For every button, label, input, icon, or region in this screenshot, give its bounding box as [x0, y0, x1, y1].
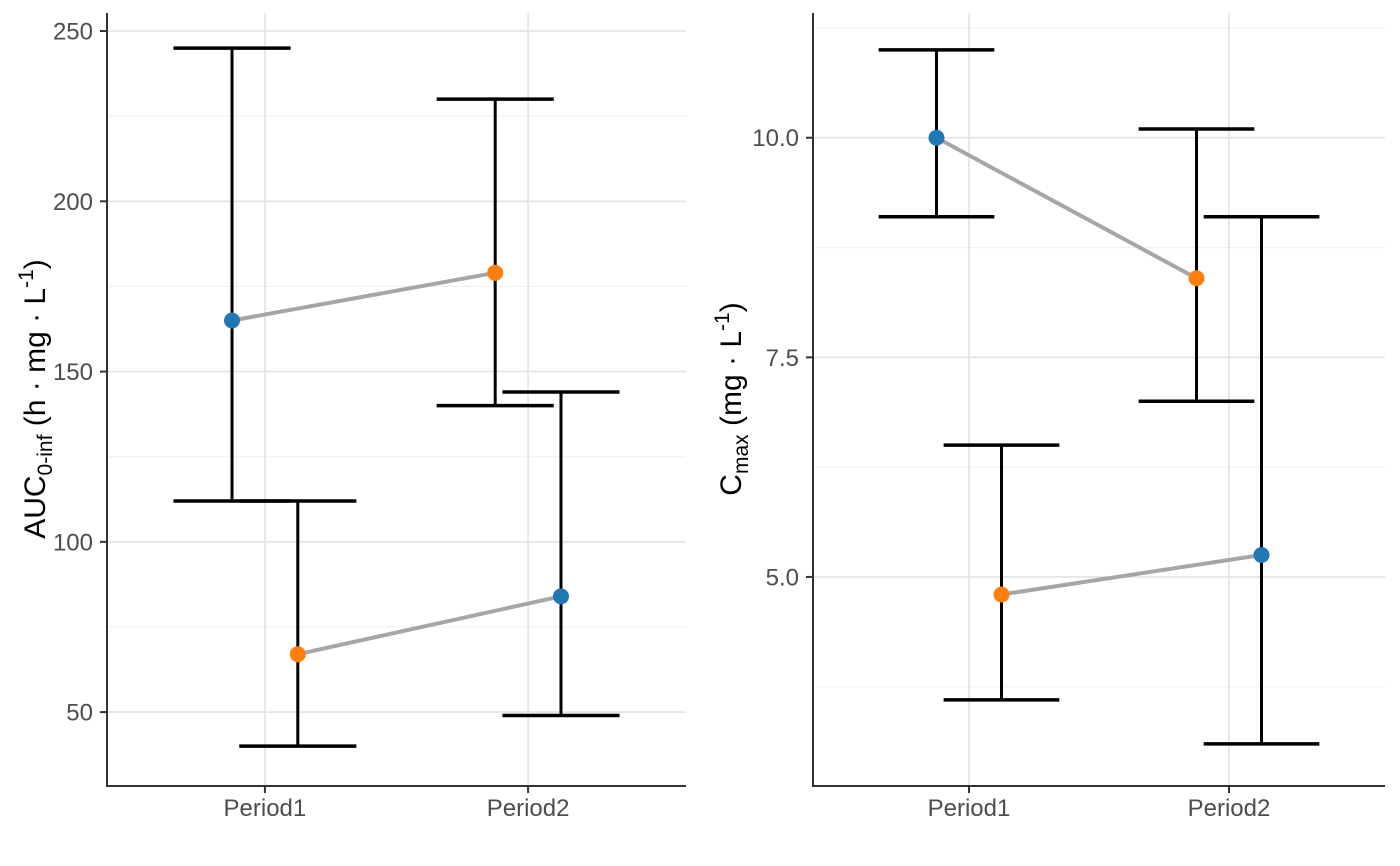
data-point-orange	[487, 264, 504, 281]
y-tick-label: 50	[66, 700, 93, 727]
y-tick-label: 5.0	[766, 564, 799, 591]
x-tick-label: Period1	[928, 795, 1011, 822]
x-tick-label: Period2	[487, 795, 570, 822]
y-tick-label: 200	[53, 189, 93, 216]
series-connector-line	[934, 135, 1199, 281]
y-tick-label: 150	[53, 359, 93, 386]
series-connector-line	[295, 594, 563, 657]
y-tick-label: 10.0	[752, 125, 799, 152]
y-axis-title: Cmax (mg · L-1)	[711, 302, 753, 495]
data-point-blue	[224, 312, 241, 329]
y-tick-label: 100	[53, 529, 93, 556]
data-point-blue	[552, 588, 569, 605]
data-point-orange	[993, 586, 1010, 603]
data-point-orange	[1188, 270, 1205, 287]
y-axis-title: AUC0-inf (h · mg · L-1)	[15, 259, 57, 539]
series-connector-line	[230, 270, 498, 323]
series-connector-line	[999, 552, 1264, 597]
x-tick-label: Period1	[224, 795, 307, 822]
x-tick-label: Period2	[1188, 795, 1271, 822]
data-point-blue	[1253, 546, 1270, 563]
y-tick-label: 7.5	[766, 345, 799, 372]
y-tick-label: 250	[53, 19, 93, 46]
data-point-blue	[928, 129, 945, 146]
data-point-orange	[289, 646, 306, 663]
